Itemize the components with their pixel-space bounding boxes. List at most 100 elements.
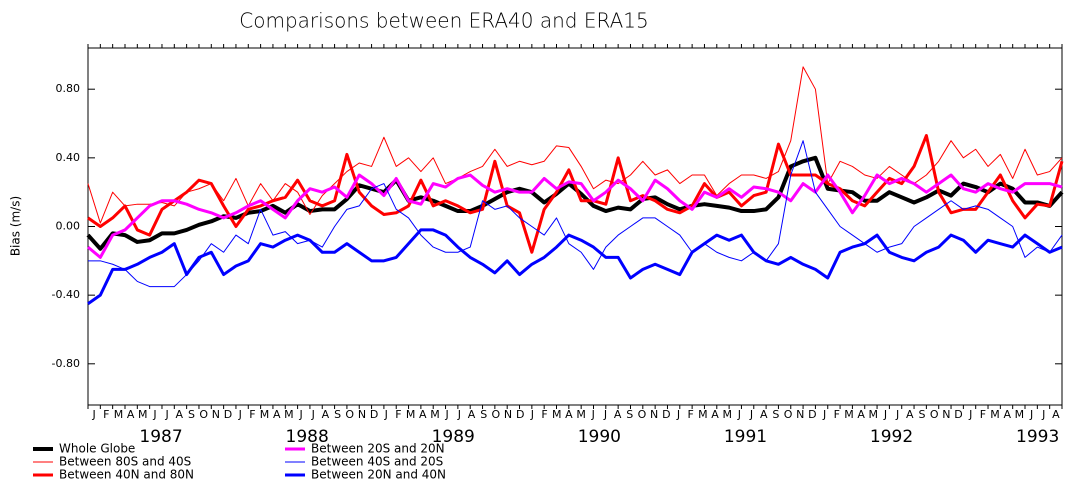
- legend-label: Between 40N and 80N: [59, 468, 194, 482]
- y-axis-label: Bias (m/s): [9, 196, 23, 256]
- x-tick-label: J: [968, 408, 972, 421]
- x-tick-label: D: [370, 408, 378, 421]
- x-tick-label: N: [504, 408, 512, 421]
- x-tick-label: M: [1015, 408, 1025, 421]
- x-tick-label: J: [895, 408, 899, 421]
- year-label: 1989: [432, 427, 475, 447]
- x-tick-label: A: [273, 408, 281, 421]
- x-tick-label: M: [990, 408, 1000, 421]
- x-tick-label: S: [918, 408, 925, 421]
- x-tick-label: D: [224, 408, 232, 421]
- legend-label: Between 20N and 40N: [311, 468, 446, 482]
- x-tick-label: M: [722, 408, 732, 421]
- x-tick-label: J: [883, 408, 887, 421]
- x-tick-label: A: [614, 408, 622, 421]
- x-tick-label: J: [1041, 408, 1045, 421]
- x-tick-label: M: [552, 408, 562, 421]
- x-tick-label: F: [980, 408, 986, 421]
- x-tick-label: F: [834, 408, 840, 421]
- x-tick-label: S: [480, 408, 487, 421]
- x-tick-label: J: [603, 408, 607, 421]
- x-tick-label: A: [760, 408, 768, 421]
- year-label: 1988: [286, 427, 329, 447]
- x-tick-label: O: [492, 408, 501, 421]
- x-tick-label: S: [188, 408, 195, 421]
- series-line: [87, 66, 1063, 224]
- series-line: [86, 155, 1064, 251]
- x-tick-label: J: [91, 408, 95, 421]
- x-tick-label: F: [395, 408, 401, 421]
- x-tick-label: M: [869, 408, 879, 421]
- legend-label: Between 40S and 20S: [311, 455, 443, 469]
- x-tick-label: D: [808, 408, 816, 421]
- series-line: [87, 228, 1063, 305]
- x-tick-label: N: [358, 408, 366, 421]
- y-tick-label: 0.80: [56, 82, 81, 95]
- x-tick-label: A: [468, 408, 476, 421]
- x-tick-label: O: [345, 408, 354, 421]
- year-label: 1993: [1016, 427, 1059, 447]
- x-tick-label: A: [857, 408, 865, 421]
- x-tick-label: N: [796, 408, 804, 421]
- x-tick-label: A: [419, 408, 427, 421]
- x-tick-label: S: [772, 408, 779, 421]
- x-tick-label: M: [698, 408, 708, 421]
- x-tick-label: S: [626, 408, 633, 421]
- y-tick-label: -0.40: [52, 288, 80, 301]
- x-tick-label: A: [176, 408, 184, 421]
- x-tick-label: J: [384, 408, 388, 421]
- legend-label: Whole Globe: [59, 442, 135, 456]
- x-tick-label: M: [284, 408, 294, 421]
- x-tick-label: N: [650, 408, 658, 421]
- x-tick-label: J: [749, 408, 753, 421]
- x-tick-label: A: [906, 408, 914, 421]
- x-tick-label: D: [516, 408, 524, 421]
- x-tick-label: J: [1029, 408, 1033, 421]
- x-tick-label: A: [1052, 408, 1060, 421]
- x-tick-label: J: [676, 408, 680, 421]
- x-tick-label: A: [1003, 408, 1011, 421]
- x-tick-label: J: [737, 408, 741, 421]
- year-label: 1987: [139, 427, 182, 447]
- year-label: 1991: [724, 427, 767, 447]
- series-line: [87, 173, 1063, 259]
- year-label: 1992: [870, 427, 913, 447]
- x-tick-label: A: [127, 408, 135, 421]
- x-tick-label: J: [445, 408, 449, 421]
- x-tick-label: N: [942, 408, 950, 421]
- x-tick-label: F: [687, 408, 693, 421]
- x-tick-label: F: [249, 408, 255, 421]
- x-tick-label: J: [238, 408, 242, 421]
- chart-title: Comparisons between ERA40 and ERA15: [239, 9, 648, 33]
- x-tick-label: M: [138, 408, 148, 421]
- x-tick-label: D: [954, 408, 962, 421]
- x-tick-label: O: [930, 408, 939, 421]
- x-tick-label: J: [165, 408, 169, 421]
- x-tick-label: D: [662, 408, 670, 421]
- x-tick-label: S: [334, 408, 341, 421]
- x-tick-label: J: [298, 408, 302, 421]
- x-tick-label: O: [199, 408, 208, 421]
- series-line: [87, 134, 1064, 254]
- x-tick-label: J: [822, 408, 826, 421]
- y-tick-label: 0.40: [56, 151, 81, 164]
- x-tick-label: J: [591, 408, 595, 421]
- x-tick-label: M: [430, 408, 440, 421]
- x-tick-label: O: [638, 408, 647, 421]
- x-tick-label: J: [152, 408, 156, 421]
- x-tick-label: A: [322, 408, 330, 421]
- x-tick-label: M: [406, 408, 416, 421]
- legend-label: Between 80S and 40S: [59, 455, 191, 469]
- x-tick-label: A: [711, 408, 719, 421]
- x-tick-label: M: [576, 408, 586, 421]
- x-tick-label: F: [103, 408, 109, 421]
- x-tick-label: J: [457, 408, 461, 421]
- x-tick-label: M: [114, 408, 124, 421]
- y-tick-label: 0.00: [56, 220, 81, 233]
- legend-label: Between 20S and 20N: [311, 442, 445, 456]
- plot-frame: [87, 47, 1063, 406]
- x-tick-label: M: [260, 408, 270, 421]
- x-tick-label: J: [530, 408, 534, 421]
